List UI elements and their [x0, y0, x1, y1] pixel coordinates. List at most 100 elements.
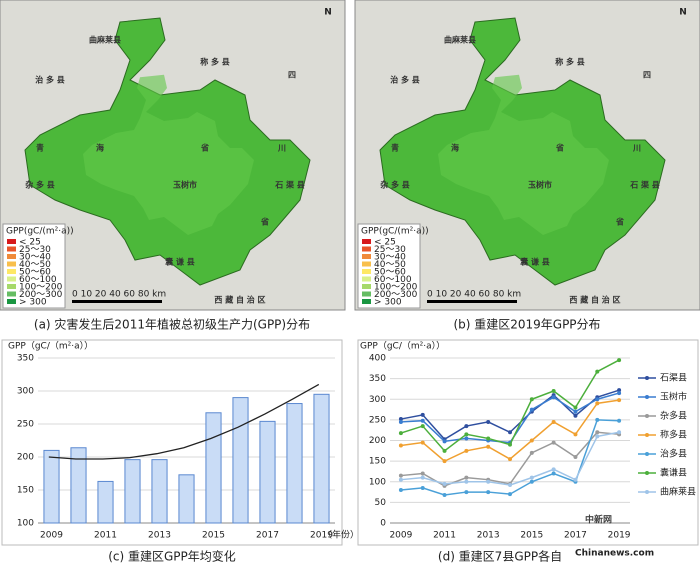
bar [151, 459, 168, 524]
place-label: 曲麻莱县 [89, 35, 121, 45]
point [486, 490, 491, 495]
point [398, 443, 403, 448]
place-label: 玉树市 [173, 180, 197, 190]
legend-label: < 25 [19, 238, 41, 248]
chart-frame [357, 339, 699, 546]
point [573, 455, 578, 459]
legend-swatch [7, 291, 16, 297]
legend-swatch [7, 239, 16, 244]
point [529, 438, 534, 443]
legend-swatch [7, 254, 16, 259]
y-tick-label: 250 [369, 415, 386, 425]
x-tick-label: 2011 [94, 531, 117, 541]
scale-label: 0 10 20 40 60 80 km [72, 290, 166, 300]
point [420, 418, 425, 423]
point [551, 440, 556, 445]
place-label: 治 多 县 [390, 75, 420, 85]
y-tick-label: 300 [17, 387, 34, 397]
x-axis-label: （年份） [323, 529, 359, 541]
place-label: 称 多 县 [555, 57, 585, 67]
point [442, 481, 447, 486]
legend-marker [645, 414, 649, 418]
place-label: 省 [615, 217, 624, 227]
point [398, 431, 403, 436]
place-label: 囊 谦 县 [164, 257, 195, 267]
legend-swatch [362, 276, 371, 282]
legend-label: < 25 [374, 238, 396, 248]
legend-label: 25～30 [19, 245, 51, 255]
point [551, 395, 556, 400]
point [442, 448, 447, 453]
x-tick-label: 2017 [256, 531, 279, 541]
point [464, 432, 469, 437]
place-label: 青 [391, 143, 399, 153]
legend-swatch [7, 284, 16, 289]
point [529, 450, 534, 455]
place-label: 玉树市 [528, 180, 552, 190]
point [464, 424, 469, 429]
place-label: 海 [451, 143, 459, 153]
legend-label: 称多县 [660, 429, 687, 441]
point [508, 430, 512, 435]
x-tick-label: 2011 [433, 531, 456, 541]
legend-label: 200～300 [374, 290, 418, 300]
caption: (c) 重建区GPP年均变化 [108, 549, 236, 564]
point [573, 409, 578, 414]
legend-label: > 300 [19, 298, 47, 308]
place-label: 石 渠 县 [274, 180, 305, 190]
point [595, 397, 600, 402]
bar [178, 474, 195, 524]
map: 曲麻莱县称 多 县治 多 县四川省青海省杂 多 县玉树市石 渠 县囊 谦 县西 … [354, 0, 700, 332]
caption: (d) 重建区7县GPP各自 [438, 549, 562, 564]
bar [205, 412, 222, 524]
point [486, 419, 491, 424]
x-tick-label: 2009 [389, 531, 412, 541]
x-tick-label: 2019 [608, 531, 631, 541]
legend-swatch [362, 239, 371, 244]
bar [43, 449, 60, 524]
point [617, 418, 622, 423]
legend-swatch [7, 276, 16, 282]
point [420, 475, 425, 480]
y-axis-label: GPP（gC/（m²·a）） [360, 341, 445, 352]
legend-label: 60～100 [374, 275, 412, 285]
legend-label: 30～40 [374, 253, 406, 263]
point [595, 401, 600, 406]
caption: (b) 重建区2019年GPP分布 [453, 318, 600, 332]
point [529, 407, 534, 412]
legend-label: 曲麻莱县 [660, 486, 696, 498]
place-label: 川 [277, 144, 286, 153]
place-label: 四 [288, 71, 296, 80]
point [551, 471, 556, 476]
legend-label: 50～60 [19, 268, 51, 278]
place-label: 囊 谦 县 [519, 257, 550, 267]
legend-swatch [7, 261, 16, 267]
map: 曲麻莱县称 多 县治 多 县四川省青海省杂 多 县玉树市石 渠 县囊 谦 县西 … [0, 0, 346, 332]
legend-label: 25～30 [374, 245, 406, 255]
place-label: 省 [555, 143, 564, 153]
legend-swatch [362, 261, 371, 267]
x-tick-label: 2019 [310, 531, 333, 541]
point [420, 412, 425, 417]
legend-swatch [362, 246, 371, 252]
caption: (a) 灾害发生后2011年植被总初级生产力(GPP)分布 [34, 317, 310, 332]
y-tick-label: 300 [369, 395, 386, 405]
point [595, 417, 600, 422]
point [529, 479, 534, 484]
y-tick-label: 400 [369, 354, 386, 364]
x-tick-label: 2013 [477, 531, 500, 541]
place-label: 省 [200, 143, 209, 153]
point [420, 471, 425, 476]
watermark: 中新网 [585, 514, 612, 526]
legend-swatch [362, 299, 371, 304]
y-axis-label: GPP（gC/（m²·a）） [8, 341, 93, 352]
x-tick-label: 2009 [40, 531, 63, 541]
legend-marker [645, 395, 649, 399]
point [486, 444, 491, 449]
x-tick-label: 2015 [520, 531, 543, 541]
point [573, 432, 578, 437]
legend-label: 40～50 [374, 260, 406, 270]
point [595, 369, 600, 374]
y-tick-label: 150 [369, 457, 386, 467]
point [529, 475, 534, 480]
